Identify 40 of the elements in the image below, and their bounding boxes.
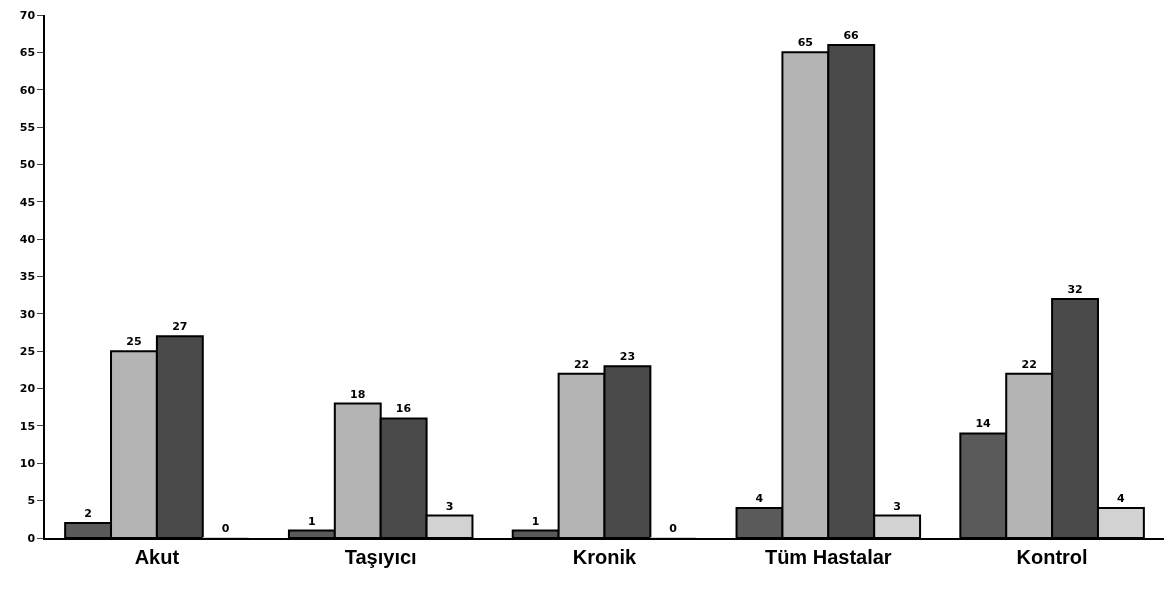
data-label: 22 [1021,357,1037,371]
y-tick-label: 10 [19,457,36,471]
data-label: 66 [843,28,860,42]
y-tick-label: 35 [19,270,36,284]
y-tick-label: 0 [27,531,36,545]
data-label: 4 [1116,492,1125,506]
data-label: 32 [1067,282,1083,296]
data-label: 22 [573,357,590,371]
y-tick-label: 15 [19,419,36,433]
data-label: 27 [172,320,188,334]
data-label: 2 [84,507,92,521]
data-label: 25 [126,335,142,349]
x-tick-label: Kronik [572,545,638,568]
data-label: 3 [445,499,454,513]
y-tick-label: 30 [19,307,36,321]
data-label: 4 [755,492,764,506]
data-label: 3 [893,499,901,513]
data-label: 1 [308,514,316,528]
y-tick-label: 40 [19,232,36,246]
data-label: 18 [350,387,366,401]
y-tick-label: 55 [19,120,36,134]
data-label: 0 [669,522,678,535]
data-label: 16 [395,402,412,416]
y-tick-label: 60 [19,83,36,97]
x-tick-label: Kontrol [1016,545,1088,568]
y-tick-label: 65 [19,46,36,60]
y-tick-label: 20 [19,382,36,396]
y-tick-label: 50 [19,158,36,172]
data-label: 0 [221,522,230,535]
data-label: 65 [797,36,814,50]
x-tick-label: Taşıyıcı [344,545,417,568]
x-tick-label: Akut [134,545,180,568]
data-label: 14 [975,417,992,431]
y-tick-label: 5 [27,494,36,508]
y-tick-label: 45 [19,195,36,209]
data-label: 23 [619,350,636,364]
data-label: 1 [531,514,540,528]
x-tick-label: Tüm Hastalar [764,545,892,568]
y-tick-label: 25 [19,345,36,359]
y-tick-label: 70 [19,8,36,22]
